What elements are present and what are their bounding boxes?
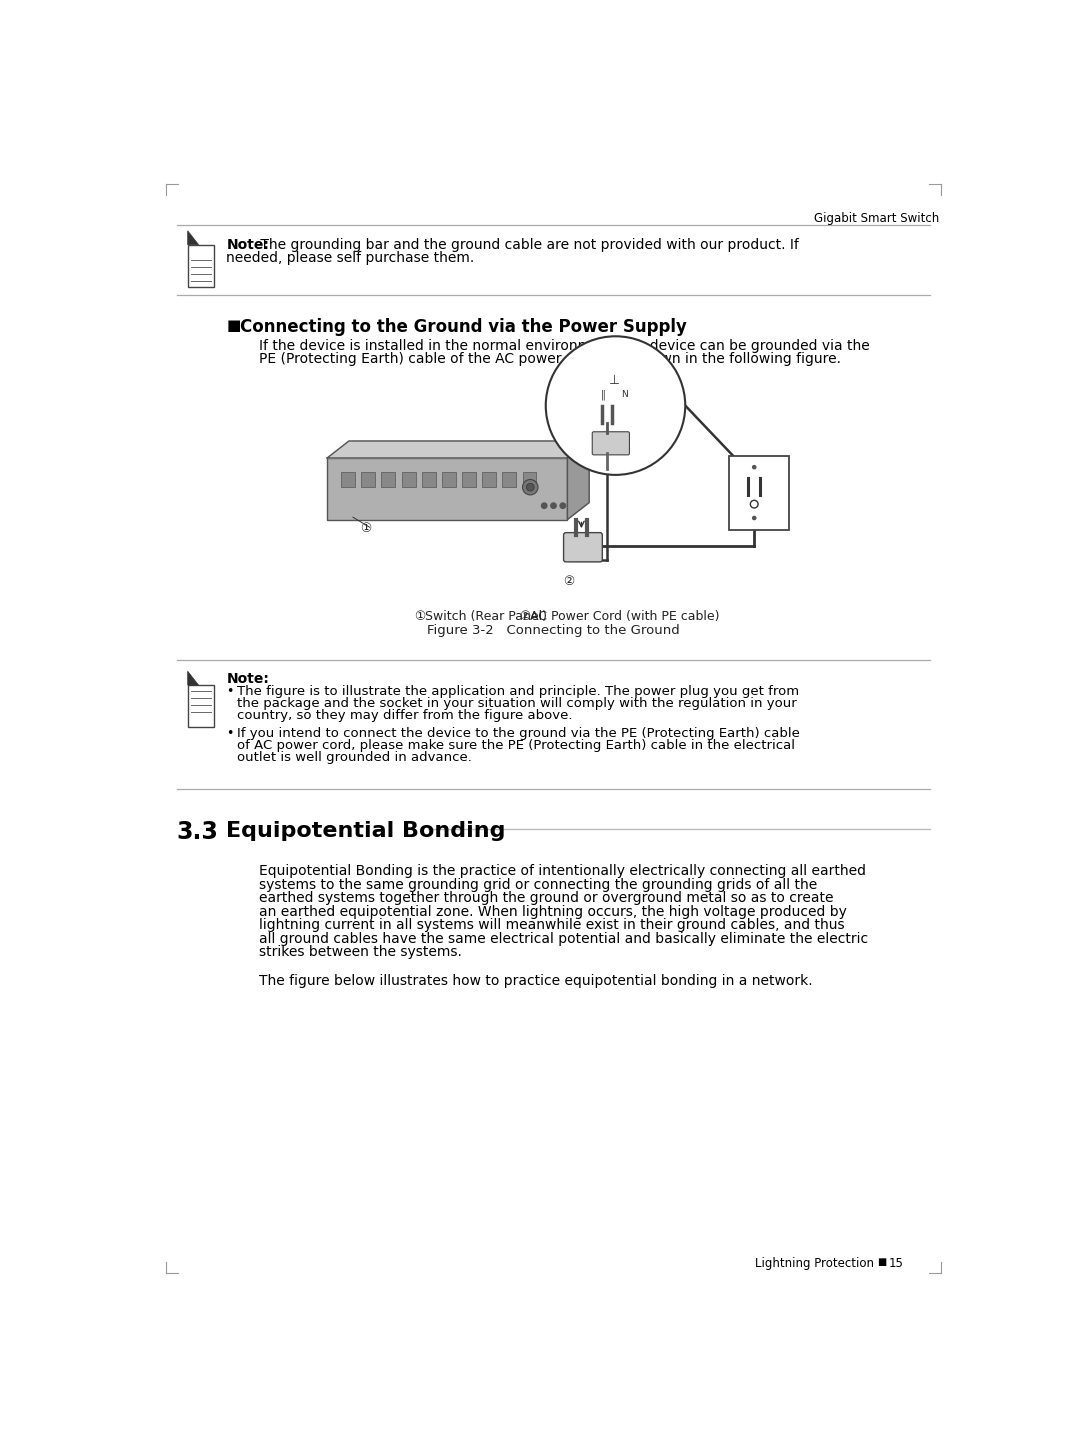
Text: Switch (Rear Panel): Switch (Rear Panel): [424, 610, 546, 623]
Polygon shape: [188, 671, 199, 685]
Text: If you intend to connect the device to the ground via the PE (Protecting Earth) : If you intend to connect the device to t…: [238, 727, 800, 740]
Text: ①: ①: [414, 610, 426, 623]
Text: lightning current in all systems will meanwhile exist in their ground cables, an: lightning current in all systems will me…: [259, 919, 845, 933]
Text: ②: ②: [518, 610, 530, 623]
Text: ■: ■: [877, 1257, 887, 1268]
Text: outlet is well grounded in advance.: outlet is well grounded in advance.: [238, 751, 472, 764]
Circle shape: [561, 503, 566, 509]
Polygon shape: [327, 441, 590, 459]
FancyBboxPatch shape: [523, 472, 537, 487]
Text: an earthed equipotential zone. When lightning occurs, the high voltage produced : an earthed equipotential zone. When ligh…: [259, 906, 847, 919]
Text: •: •: [227, 727, 234, 740]
Text: Gigabit Smart Switch: Gigabit Smart Switch: [814, 212, 940, 225]
Text: ■: ■: [227, 317, 241, 333]
Circle shape: [751, 500, 758, 508]
Text: strikes between the systems.: strikes between the systems.: [259, 946, 462, 959]
FancyBboxPatch shape: [327, 459, 567, 519]
Polygon shape: [567, 441, 590, 519]
FancyBboxPatch shape: [381, 472, 395, 487]
Circle shape: [752, 516, 757, 521]
Text: of AC power cord, please make sure the PE (Protecting Earth) cable in the electr: of AC power cord, please make sure the P…: [238, 738, 795, 751]
Circle shape: [551, 503, 556, 509]
Text: Note:: Note:: [227, 238, 269, 252]
Text: 3.3: 3.3: [177, 820, 219, 844]
Circle shape: [526, 483, 535, 492]
Text: the package and the socket in your situation will comply with the regulation in : the package and the socket in your situa…: [238, 696, 797, 709]
Text: country, so they may differ from the figure above.: country, so they may differ from the fig…: [238, 709, 572, 722]
Polygon shape: [188, 231, 199, 245]
Text: The figure below illustrates how to practice equipotential bonding in a network.: The figure below illustrates how to prac…: [259, 975, 812, 988]
FancyBboxPatch shape: [729, 457, 789, 531]
FancyBboxPatch shape: [402, 472, 416, 487]
Circle shape: [545, 336, 685, 474]
Text: Note:: Note:: [227, 672, 269, 686]
Circle shape: [541, 503, 546, 509]
Text: •: •: [227, 685, 234, 698]
FancyBboxPatch shape: [442, 472, 456, 487]
Text: Equipotential Bonding is the practice of intentionally electrically connecting a: Equipotential Bonding is the practice of…: [259, 865, 866, 878]
FancyBboxPatch shape: [592, 431, 630, 454]
Text: If the device is installed in the normal environment, the device can be grounded: If the device is installed in the normal…: [259, 339, 869, 353]
Text: N: N: [621, 391, 629, 399]
Text: earthed systems together through the ground or overground metal so as to create: earthed systems together through the gro…: [259, 891, 834, 906]
FancyBboxPatch shape: [188, 245, 214, 287]
Text: systems to the same grounding grid or connecting the grounding grids of all the: systems to the same grounding grid or co…: [259, 878, 818, 893]
Text: ②: ②: [564, 575, 575, 588]
FancyBboxPatch shape: [462, 472, 476, 487]
Text: needed, please self purchase them.: needed, please self purchase them.: [227, 251, 475, 265]
FancyBboxPatch shape: [482, 472, 496, 487]
Circle shape: [523, 480, 538, 495]
Text: AC Power Cord (with PE cable): AC Power Cord (with PE cable): [530, 610, 719, 623]
Text: ①: ①: [361, 522, 372, 535]
Text: The figure is to illustrate the application and principle. The power plug you ge: The figure is to illustrate the applicat…: [238, 685, 799, 698]
FancyBboxPatch shape: [422, 472, 435, 487]
Text: PE (Protecting Earth) cable of the AC power supply as shown in the following fig: PE (Protecting Earth) cable of the AC po…: [259, 352, 841, 366]
Text: Equipotential Bonding: Equipotential Bonding: [227, 822, 505, 841]
Text: all ground cables have the same electrical potential and basically eliminate the: all ground cables have the same electric…: [259, 932, 868, 946]
FancyBboxPatch shape: [362, 472, 375, 487]
Text: ⊥: ⊥: [608, 375, 620, 388]
Circle shape: [752, 464, 757, 470]
FancyBboxPatch shape: [188, 685, 214, 727]
Text: 15: 15: [889, 1257, 903, 1270]
Text: Lightning Protection: Lightning Protection: [755, 1257, 874, 1270]
FancyBboxPatch shape: [502, 472, 516, 487]
Text: The grounding bar and the ground cable are not provided with our product. If: The grounding bar and the ground cable a…: [256, 238, 799, 252]
FancyBboxPatch shape: [564, 532, 603, 562]
Text: ‖: ‖: [600, 389, 606, 399]
FancyBboxPatch shape: [341, 472, 355, 487]
Text: Connecting to the Ground via the Power Supply: Connecting to the Ground via the Power S…: [241, 317, 687, 336]
Text: Figure 3-2   Connecting to the Ground: Figure 3-2 Connecting to the Ground: [427, 624, 680, 637]
